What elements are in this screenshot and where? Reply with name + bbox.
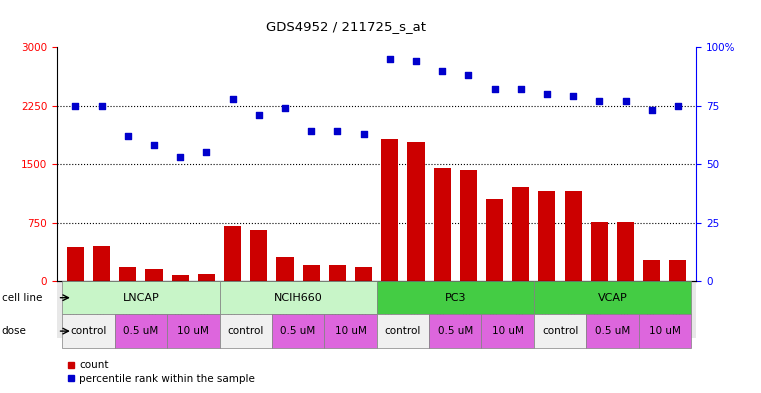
Point (541, 91, 553, 97)
Point (672, 103, 684, 109)
Bar (586, 314, 638, 348)
Point (410, 58, 422, 64)
Text: 0.5 uM: 0.5 uM (123, 326, 158, 336)
Point (436, 67, 448, 73)
Text: dose: dose (2, 326, 27, 336)
Bar (486, 199, 503, 281)
Point (384, 56, 396, 62)
Bar (145, 269, 163, 281)
Bar (324, 314, 377, 348)
Bar (62, 314, 115, 348)
Bar (539, 191, 556, 281)
Text: 10 uM: 10 uM (335, 326, 367, 336)
Bar (377, 281, 534, 314)
Text: GDS4952 / 211725_s_at: GDS4952 / 211725_s_at (266, 20, 426, 33)
Bar (62, 281, 219, 314)
Point (489, 86, 501, 92)
Point (174, 154, 186, 160)
Bar (429, 314, 482, 348)
Bar (93, 246, 110, 281)
Bar (172, 275, 189, 281)
Bar (534, 314, 586, 348)
Text: PC3: PC3 (444, 293, 466, 303)
Bar (381, 139, 398, 281)
Text: VCAP: VCAP (597, 293, 627, 303)
Bar (355, 266, 372, 281)
Point (358, 130, 370, 137)
Bar (617, 222, 634, 281)
Point (514, 86, 527, 92)
Point (227, 95, 239, 102)
Bar (250, 230, 267, 281)
Text: control: control (70, 326, 107, 336)
Text: 0.5 uM: 0.5 uM (281, 326, 316, 336)
Point (462, 72, 474, 78)
Text: 0.5 uM: 0.5 uM (438, 326, 473, 336)
Bar (219, 281, 377, 314)
Bar (167, 314, 219, 348)
Point (567, 93, 579, 99)
Bar (670, 260, 686, 281)
Point (200, 149, 212, 156)
Bar (276, 257, 294, 281)
Point (305, 128, 317, 134)
Text: 10 uM: 10 uM (492, 326, 524, 336)
Bar (565, 191, 581, 281)
Text: control: control (385, 326, 421, 336)
Bar (643, 259, 661, 281)
Point (645, 107, 658, 114)
Text: NCIH660: NCIH660 (274, 293, 323, 303)
Text: cell line: cell line (2, 293, 42, 303)
Bar (460, 170, 477, 281)
Text: 10 uM: 10 uM (177, 326, 209, 336)
Bar (115, 314, 167, 348)
Bar (377, 314, 429, 348)
Point (619, 98, 632, 104)
Text: 0.5 uM: 0.5 uM (595, 326, 630, 336)
Point (122, 133, 134, 139)
Text: 10 uM: 10 uM (649, 326, 681, 336)
Point (594, 98, 606, 104)
Point (253, 112, 265, 118)
Bar (224, 226, 241, 281)
Bar (272, 314, 324, 348)
Bar (512, 187, 530, 281)
Text: control: control (228, 326, 264, 336)
Text: LNCAP: LNCAP (123, 293, 159, 303)
Bar (198, 274, 215, 281)
Point (331, 128, 343, 134)
Point (279, 105, 291, 111)
Bar (219, 314, 272, 348)
Bar (638, 314, 691, 348)
Bar (534, 281, 691, 314)
Legend: count, percentile rank within the sample: count, percentile rank within the sample (62, 356, 259, 388)
Bar (407, 142, 425, 281)
Text: control: control (542, 326, 578, 336)
Bar (329, 265, 346, 281)
Bar (303, 265, 320, 281)
Bar (434, 168, 451, 281)
Point (96, 103, 108, 109)
Point (148, 142, 160, 149)
Bar (119, 266, 136, 281)
Bar (591, 222, 608, 281)
Bar (482, 314, 534, 348)
Bar (67, 248, 84, 281)
Point (69, 103, 81, 109)
